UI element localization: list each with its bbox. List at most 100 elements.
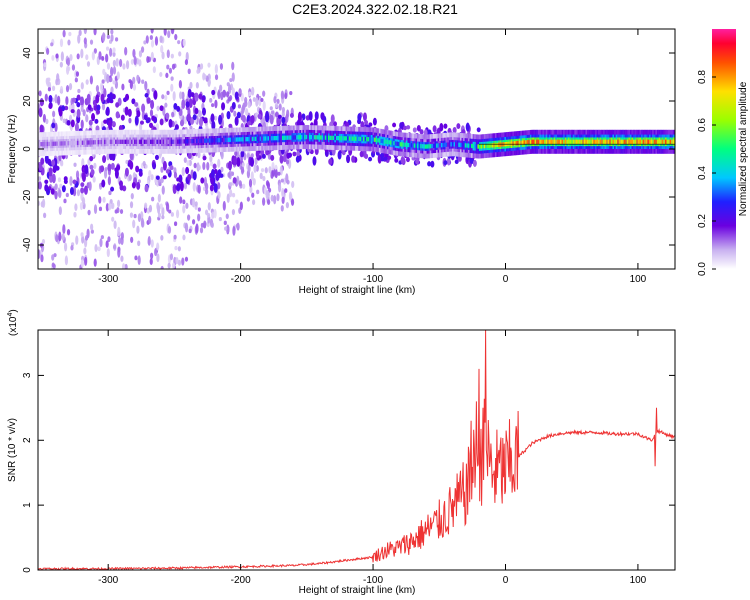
heatmap-speckle	[98, 51, 102, 60]
heatmap-speckle	[125, 60, 130, 70]
heatmap-ridge-cell	[407, 142, 410, 148]
heatmap-speckle	[117, 237, 122, 245]
heatmap-ridge-cell	[509, 141, 511, 146]
heatmap-blob	[344, 121, 349, 128]
heatmap-ridge-cell	[162, 139, 165, 144]
heatmap-speckle	[43, 62, 47, 68]
heatmap-ridge-cell	[575, 139, 578, 144]
heatmap-ridge-cell	[100, 139, 103, 145]
heatmap-blob	[201, 107, 206, 116]
heatmap-ridge-cell	[493, 143, 496, 148]
heatmap-speckle	[270, 194, 274, 202]
heatmap-speckle	[159, 203, 163, 210]
heatmap-speckle	[41, 198, 46, 208]
heatmap-speckle	[120, 255, 124, 262]
heatmap-ridge-cell	[563, 139, 566, 144]
heatmap-blob	[87, 104, 92, 111]
heatmap-speckle	[68, 31, 72, 37]
heatmap-speckle	[238, 88, 242, 95]
heatmap-blob	[176, 177, 181, 182]
heatmap-ridge-cell	[477, 144, 480, 149]
heatmap-ridge-cell	[356, 136, 359, 141]
heatmap-ridge-cell	[529, 139, 532, 145]
heatmap-ridge-cell	[196, 138, 198, 144]
heatmap-speckle	[105, 240, 109, 248]
heatmap-ridge-cell	[205, 138, 208, 143]
heatmap-ridge-cell	[629, 139, 632, 144]
colorbar: 0.0 0.2 0.4 0.6 0.8 Normalized spectral ampl…	[697, 29, 749, 276]
heatmap-blob	[200, 177, 205, 184]
heatmap-speckle	[274, 103, 279, 109]
heatmap-ridge-cell	[525, 140, 527, 145]
heatmap-blob	[279, 155, 284, 164]
heatmap-ridge-cell	[390, 140, 392, 145]
heatmap-ridge-cell	[391, 140, 394, 146]
heatmap-blob	[192, 171, 197, 181]
heatmap-blob	[162, 175, 167, 180]
colorbar-tick-label: 0.4	[697, 166, 708, 180]
exponent-sup: 4	[7, 313, 14, 317]
heatmap-speckle	[90, 229, 94, 234]
heatmap-speckle	[132, 83, 137, 91]
heatmap-ridge-cell	[226, 137, 229, 143]
heatmap-speckle	[62, 29, 66, 38]
heatmap-speckle	[290, 198, 295, 206]
heatmap-speckle	[184, 59, 189, 66]
heatmap-speckle	[249, 185, 253, 194]
heatmap-ridge-cell	[579, 139, 581, 144]
heatmap-speckle	[46, 47, 50, 55]
heatmap-blob	[320, 112, 325, 121]
heatmap-ridge-cell	[617, 139, 620, 144]
heatmap-ridge-cell	[424, 144, 427, 149]
heatmap-ridge-cell	[140, 139, 143, 144]
heatmap-speckle	[207, 202, 211, 211]
heatmap-blob	[198, 93, 203, 100]
heatmap-speckle	[160, 166, 164, 173]
heatmap-speckle	[247, 164, 251, 173]
heatmap-speckle	[234, 151, 238, 156]
heatmap-ridge-cell	[94, 140, 97, 145]
colorbar-ticks: 0.0 0.2 0.4 0.6 0.8	[697, 70, 716, 276]
heatmap-blob	[145, 118, 150, 124]
heatmap-ridge-cell	[626, 139, 629, 144]
heatmap-speckle	[66, 57, 71, 67]
heatmap-blob	[143, 114, 148, 121]
heatmap-blob	[186, 113, 191, 122]
heatmap-ridge-cell	[41, 142, 44, 147]
heatmap-ridge-cell	[623, 139, 626, 144]
heatmap-speckle	[262, 100, 266, 111]
heatmap-ridge-cell	[410, 143, 413, 148]
heatmap-blob	[194, 92, 199, 98]
heatmap-ridge-cell	[75, 140, 78, 146]
heatmap-speckle	[276, 193, 280, 202]
heatmap-blob	[257, 113, 262, 120]
heatmap-speckle	[214, 115, 218, 121]
heatmap-speckle	[65, 192, 69, 198]
heatmap-speckle	[63, 242, 68, 252]
heatmap-speckle	[189, 125, 193, 131]
heatmap-speckle	[98, 206, 103, 212]
heatmap-speckle	[58, 206, 62, 216]
heatmap-speckle	[242, 183, 246, 189]
heatmap-speckle	[60, 51, 64, 62]
heatmap-blob	[89, 164, 94, 170]
heatmap-blob	[91, 113, 96, 122]
heatmap-blob	[412, 127, 417, 133]
heatmap-blob	[64, 105, 69, 111]
heatmap-speckle	[206, 212, 211, 218]
heatmap-ridge-cell	[455, 142, 457, 147]
heatmap-ridge-cell	[259, 136, 262, 141]
heatmap-ridge-cell	[51, 141, 54, 146]
heatmap-speckle	[184, 256, 189, 262]
heatmap-ridge-cell	[76, 140, 79, 146]
heatmap-speckle	[246, 152, 250, 159]
heatmap-blob	[106, 97, 111, 104]
colorbar-tick-label: 0.2	[697, 214, 708, 228]
heatmap-speckle	[136, 74, 140, 82]
heatmap-ridge-cell	[213, 138, 216, 143]
heatmap-speckle	[217, 158, 221, 168]
heatmap-speckle	[97, 246, 101, 252]
heatmap-ridge-cell	[385, 139, 388, 144]
heatmap-speckle	[150, 39, 155, 48]
heatmap-ridge-cell	[513, 141, 516, 146]
